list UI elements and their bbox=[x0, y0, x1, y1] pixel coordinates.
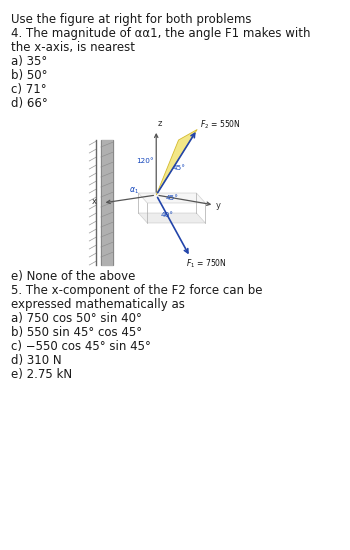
Text: d) 310 N: d) 310 N bbox=[11, 354, 61, 367]
Text: a) 35°: a) 35° bbox=[11, 55, 47, 68]
Text: the x-axis, is nearest: the x-axis, is nearest bbox=[11, 41, 135, 54]
Text: b) 550 sin 45° cos 45°: b) 550 sin 45° cos 45° bbox=[11, 326, 142, 339]
Text: c) −550 cos 45° sin 45°: c) −550 cos 45° sin 45° bbox=[11, 340, 150, 353]
Polygon shape bbox=[138, 213, 205, 223]
Text: 40°: 40° bbox=[161, 212, 174, 218]
Text: c) 71°: c) 71° bbox=[11, 83, 46, 96]
Text: z: z bbox=[158, 119, 162, 128]
Text: x: x bbox=[92, 197, 97, 206]
Text: 4. The magnitude of αα1, the angle F1 makes with: 4. The magnitude of αα1, the angle F1 ma… bbox=[11, 27, 310, 40]
Text: y: y bbox=[216, 201, 221, 210]
Polygon shape bbox=[138, 193, 205, 203]
Text: $F_1$ = 750N: $F_1$ = 750N bbox=[186, 258, 226, 271]
Polygon shape bbox=[156, 129, 197, 195]
Text: Use the figure at right for both problems: Use the figure at right for both problem… bbox=[11, 13, 251, 26]
Text: 45°: 45° bbox=[172, 165, 185, 171]
Text: d) 66°: d) 66° bbox=[11, 97, 48, 110]
Text: e) None of the above: e) None of the above bbox=[11, 270, 135, 283]
Text: 120°: 120° bbox=[136, 158, 154, 164]
Text: 5. The x-component of the F2 force can be: 5. The x-component of the F2 force can b… bbox=[11, 284, 262, 297]
Text: expressed mathematically as: expressed mathematically as bbox=[11, 298, 184, 311]
Text: b) 50°: b) 50° bbox=[11, 69, 47, 82]
Text: $\alpha_1$: $\alpha_1$ bbox=[130, 186, 139, 196]
Polygon shape bbox=[101, 140, 113, 265]
Text: 45°: 45° bbox=[165, 195, 178, 201]
Text: e) 2.75 kN: e) 2.75 kN bbox=[11, 368, 72, 381]
Text: $F_2$ = 550N: $F_2$ = 550N bbox=[200, 118, 241, 131]
Text: a) 750 cos 50° sin 40°: a) 750 cos 50° sin 40° bbox=[11, 312, 142, 325]
